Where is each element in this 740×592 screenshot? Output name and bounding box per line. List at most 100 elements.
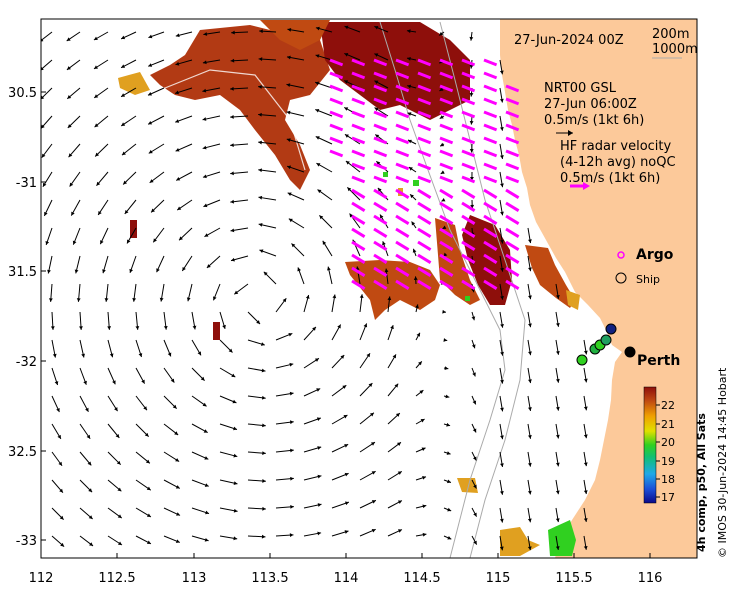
current-vector-head [175,539,180,543]
current-vector-head [228,348,233,353]
hf-vector [439,136,454,145]
hf-vector [483,279,498,290]
current-vector-head [317,446,322,450]
current-vector-head [170,378,175,383]
colorbar-tick-label: 17 [661,491,675,504]
hf-vector [461,266,476,277]
current-vector-head [261,395,266,400]
hf-vector [329,97,344,106]
current-vector-head [287,192,292,196]
hf-vector [417,123,432,132]
current-vector-head [289,420,294,425]
current-vector-head [472,456,477,461]
current-vector-head [204,537,209,542]
current-vector-head [422,532,427,537]
hf-vector [483,175,498,184]
hf-radar-vectors [329,58,520,290]
current-vector-head [500,211,504,216]
ship-markers [576,323,636,366]
current-vector-head [499,546,504,551]
hf-vector [351,201,366,212]
current-vector-head [344,80,349,84]
current-vector-head [410,194,414,199]
hf-scale: 0.5m/s (1kt 6h) [560,171,660,186]
current-vector-head [258,140,262,145]
hf-vector [483,214,498,225]
current-vector-head [418,361,422,366]
hf-vector [505,253,520,264]
current-vector-head [290,448,294,453]
hf-vector [439,279,454,290]
current-vector-head [117,541,122,546]
current-vector-head [377,187,382,192]
current-vector-head [175,458,180,462]
current-vector-head [583,545,588,550]
current-vector-head [528,379,532,384]
hf-vector [461,97,476,106]
current-vector-head [407,112,412,116]
hf-vector [505,149,520,158]
current-vector-head [315,81,320,86]
current-vector-head [96,181,101,186]
current-vector-head [447,536,452,540]
current-vector-head [45,240,50,245]
current-vector-head [260,342,265,346]
hf-vector [439,110,454,119]
hf-vector [483,240,498,251]
hf-vector [329,71,344,80]
hf-vector [373,188,388,199]
hf-vector [395,84,410,93]
current-vector-head [42,182,47,187]
current-vector-head [319,215,324,220]
hf-vector [395,201,410,212]
hf-vector [483,97,498,106]
current-vector-head [263,271,268,276]
hf-vector [483,71,498,80]
hf-vector [373,240,388,251]
hf-vector [483,58,498,67]
current-vector-head [315,136,320,140]
current-vector-head [109,353,114,358]
hf-vector [351,162,366,171]
hf-vector [439,188,454,199]
current-vector-head [148,149,153,154]
hf-vector [351,175,366,184]
hf-vector [439,253,454,264]
current-vector-head [202,174,207,179]
current-vector-head [314,358,319,362]
current-vector-head [258,112,262,117]
y-tick-label: 32.5 [8,445,37,460]
current-vector-head [359,294,364,299]
current-vector-head [344,53,349,57]
current-vector-head [441,197,446,202]
hf-vector [395,123,410,132]
hf-vector [439,240,454,251]
current-vector-head [261,368,266,373]
hf-vector [395,266,410,277]
current-vector-head [447,507,452,512]
current-vector-head [54,381,59,386]
current-vector-head [397,442,401,446]
current-vector-head [94,94,99,98]
hf-vector [439,162,454,171]
hf-vector [395,279,410,290]
credit-text: © IMOS 30-Jun-2024 14:45 Hobart [716,367,729,558]
current-vector-head [317,189,322,194]
hf-vector [351,266,366,277]
current-vector-head [232,399,237,404]
hf-vector [439,58,454,67]
hf-vector [395,162,410,171]
current-vector-head [442,225,447,229]
hf-vector [351,110,366,119]
current-vector-head [86,434,91,439]
current-vector-head [317,474,322,479]
hf-vector [439,201,454,212]
current-vector-head [230,86,234,91]
hf-vector [461,227,476,238]
hf-vector [483,201,498,212]
current-vector-head [202,117,207,121]
current-vector-head [100,240,104,245]
hf-vector [483,136,498,145]
current-vector-head [94,123,99,128]
current-vector-head [500,379,504,384]
